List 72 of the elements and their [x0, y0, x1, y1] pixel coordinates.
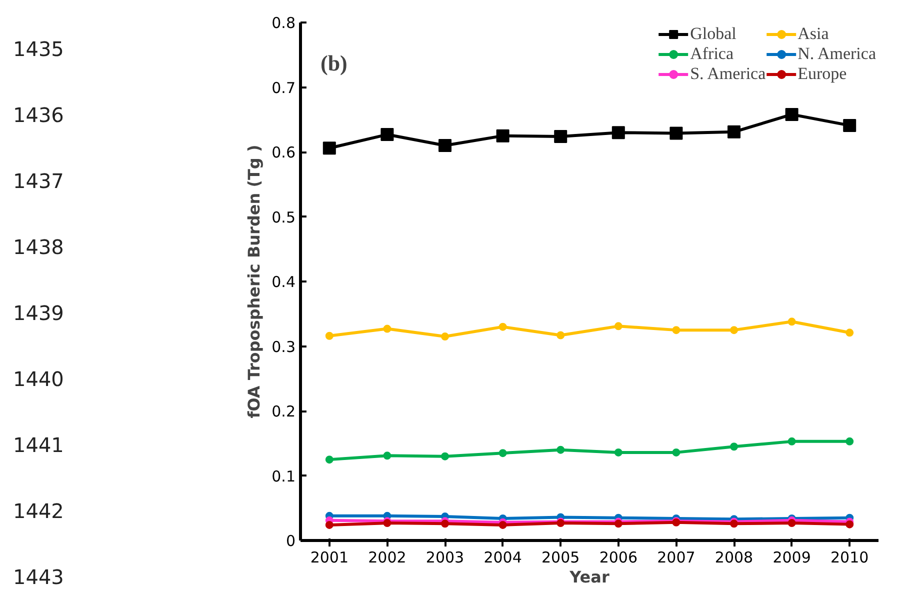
- y-tick-label: 0.8: [272, 14, 296, 32]
- legend-label: Global: [690, 24, 736, 44]
- legend-label: N. America: [798, 44, 876, 64]
- point: [788, 318, 796, 326]
- y-tick-label: 0.3: [272, 338, 296, 356]
- point: [556, 446, 565, 454]
- point: [554, 130, 568, 143]
- text: 1439: [13, 300, 64, 327]
- point: [441, 452, 449, 460]
- y-tick-label: 0.5: [272, 208, 296, 226]
- x-tick-label: 2005: [542, 548, 580, 566]
- y-tick-label: 0.4: [272, 273, 296, 291]
- point: [322, 142, 336, 155]
- point: [498, 449, 507, 458]
- y-axis-title: fOA Tropospheric Burden (Tg ): [244, 144, 264, 418]
- y-tick-label: 0.6: [272, 144, 296, 162]
- point: [672, 448, 680, 456]
- text: 1436: [13, 102, 64, 129]
- annotation: (b): [320, 50, 348, 76]
- x-tick-label: 2004: [484, 548, 522, 566]
- text: 1442: [13, 498, 64, 525]
- text: 1437: [13, 168, 64, 195]
- point: [730, 442, 738, 451]
- legend-label: Africa: [690, 44, 734, 64]
- x-tick-label: 2009: [772, 548, 811, 566]
- x-tick-label: 2010: [830, 548, 869, 566]
- y-tick-label: 0.2: [272, 402, 296, 420]
- point: [325, 456, 334, 464]
- y-tick-label: 0.7: [272, 78, 296, 97]
- point: [785, 108, 798, 121]
- point: [730, 326, 738, 334]
- point: [380, 128, 394, 142]
- text: 1443: [13, 564, 64, 591]
- x-tick-label: 2001: [310, 548, 348, 566]
- text: 1435: [13, 36, 64, 63]
- point: [670, 126, 683, 140]
- point: [556, 331, 565, 340]
- legend-label: S. America: [690, 64, 766, 84]
- point: [383, 452, 392, 460]
- point: [438, 139, 452, 152]
- legend-label: Europe: [798, 64, 847, 84]
- legend-label: Asia: [798, 24, 829, 44]
- x-tick-label: 2002: [368, 548, 406, 566]
- text: 1438: [13, 234, 64, 261]
- x-tick-label: 2008: [714, 548, 754, 566]
- point: [843, 118, 856, 132]
- point: [441, 332, 449, 341]
- point: [498, 322, 507, 331]
- point: [846, 437, 854, 446]
- y-tick-label: 0: [286, 532, 296, 550]
- point: [325, 332, 334, 340]
- point: [496, 129, 510, 142]
- point: [672, 326, 680, 334]
- point: [383, 324, 392, 333]
- point: [612, 126, 625, 140]
- point: [846, 328, 854, 337]
- point: [788, 519, 796, 528]
- x-tick-label: 2006: [599, 548, 638, 566]
- point: [498, 520, 507, 529]
- point: [788, 437, 796, 446]
- point: [441, 520, 449, 528]
- x-tick-label: 2003: [426, 548, 464, 566]
- point: [614, 322, 622, 330]
- y-tick-label: 0.1: [272, 467, 296, 486]
- point: [728, 125, 740, 138]
- x-tick-label: 2007: [657, 548, 696, 566]
- text: 1441: [13, 432, 64, 459]
- point: [846, 520, 854, 528]
- x-axis-title: Year: [568, 568, 610, 586]
- text: 1440: [13, 366, 64, 393]
- point: [325, 520, 334, 529]
- point: [614, 448, 622, 456]
